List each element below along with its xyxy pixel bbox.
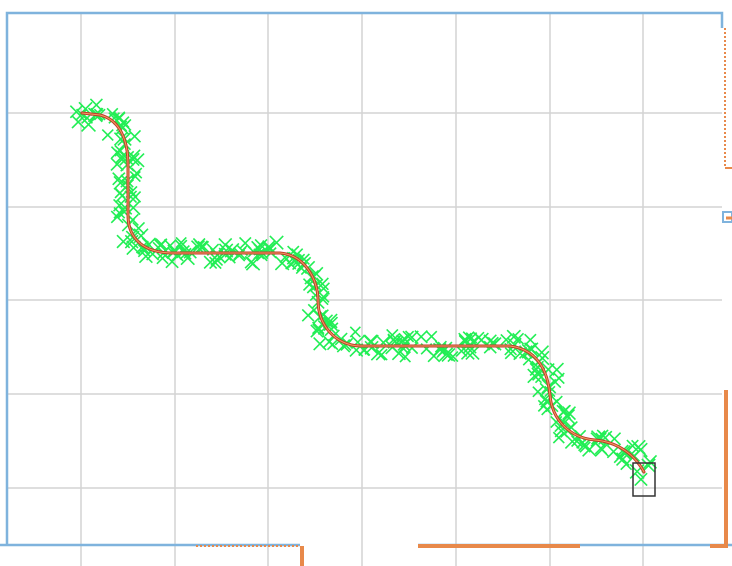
- sample-cross: [548, 375, 562, 389]
- sample-cross: [269, 235, 284, 250]
- boundary-top-left: [5, 11, 724, 545]
- sample-cross: [458, 332, 472, 347]
- sample-cross: [315, 277, 329, 291]
- sample-cross: [80, 116, 97, 132]
- sample-cross: [531, 368, 545, 381]
- sample-cross: [562, 406, 577, 421]
- sample-cross: [117, 116, 130, 129]
- sample-cross: [626, 439, 639, 453]
- sample-cross: [552, 431, 565, 444]
- sample-cross: [110, 146, 124, 159]
- sample-cross: [137, 244, 152, 258]
- sample-cross: [203, 255, 218, 270]
- boundary-right-stub: [722, 211, 732, 223]
- grid-lines: [7, 13, 722, 566]
- sample-cross: [405, 341, 419, 355]
- sample-cross: [386, 328, 399, 342]
- sample-cross: [132, 221, 146, 235]
- sample-cross: [251, 240, 265, 254]
- robot-marker: [632, 462, 656, 497]
- sample-cross: [110, 210, 124, 224]
- sample-cross: [218, 243, 234, 258]
- sample-cross: [165, 254, 179, 269]
- sample-cross: [549, 362, 565, 378]
- sample-cross: [582, 442, 597, 457]
- sample-cross: [129, 191, 142, 203]
- sample-cross: [375, 348, 388, 361]
- sample-cross: [633, 442, 648, 458]
- sample-cross: [460, 346, 475, 360]
- sample-cross: [238, 236, 252, 250]
- sample-cross: [437, 341, 453, 357]
- sample-cross: [197, 240, 210, 253]
- sample-cross: [349, 326, 361, 338]
- sample-cross: [488, 338, 500, 351]
- sample-cross: [558, 416, 571, 429]
- sample-cross: [537, 399, 550, 412]
- sample-cross: [190, 240, 206, 255]
- sample-cross: [110, 157, 124, 171]
- sample-cross: [512, 332, 525, 345]
- sample-cross: [112, 172, 126, 186]
- sample-cross: [556, 404, 572, 420]
- sample-cross: [101, 128, 114, 142]
- sample-cross: [534, 345, 550, 360]
- robot-footprint: [632, 462, 656, 497]
- sample-cross: [113, 206, 126, 219]
- sample-cross: [620, 458, 633, 471]
- sample-cross: [414, 329, 428, 344]
- sample-cross: [594, 441, 608, 455]
- sample-cross: [500, 333, 512, 346]
- sample-cross: [114, 187, 126, 199]
- map-walls: [0, 11, 732, 566]
- obstacle-right-lower: [710, 390, 728, 548]
- sample-cross: [224, 242, 240, 258]
- sample-cross: [209, 256, 222, 270]
- sample-cross: [402, 330, 415, 343]
- sample-cross: [131, 167, 143, 179]
- sample-cross: [370, 345, 386, 361]
- sample-cross: [504, 347, 517, 360]
- sample-cross: [527, 368, 543, 384]
- sample-cross: [399, 351, 412, 363]
- sample-cross: [194, 240, 209, 254]
- sample-cross: [156, 252, 169, 265]
- sample-cross: [425, 330, 438, 343]
- sample-cross: [138, 249, 153, 264]
- sample-cross: [317, 282, 330, 295]
- sample-cross: [312, 323, 325, 336]
- sample-cross: [634, 472, 648, 487]
- planned-path-highlight: [81, 112, 645, 473]
